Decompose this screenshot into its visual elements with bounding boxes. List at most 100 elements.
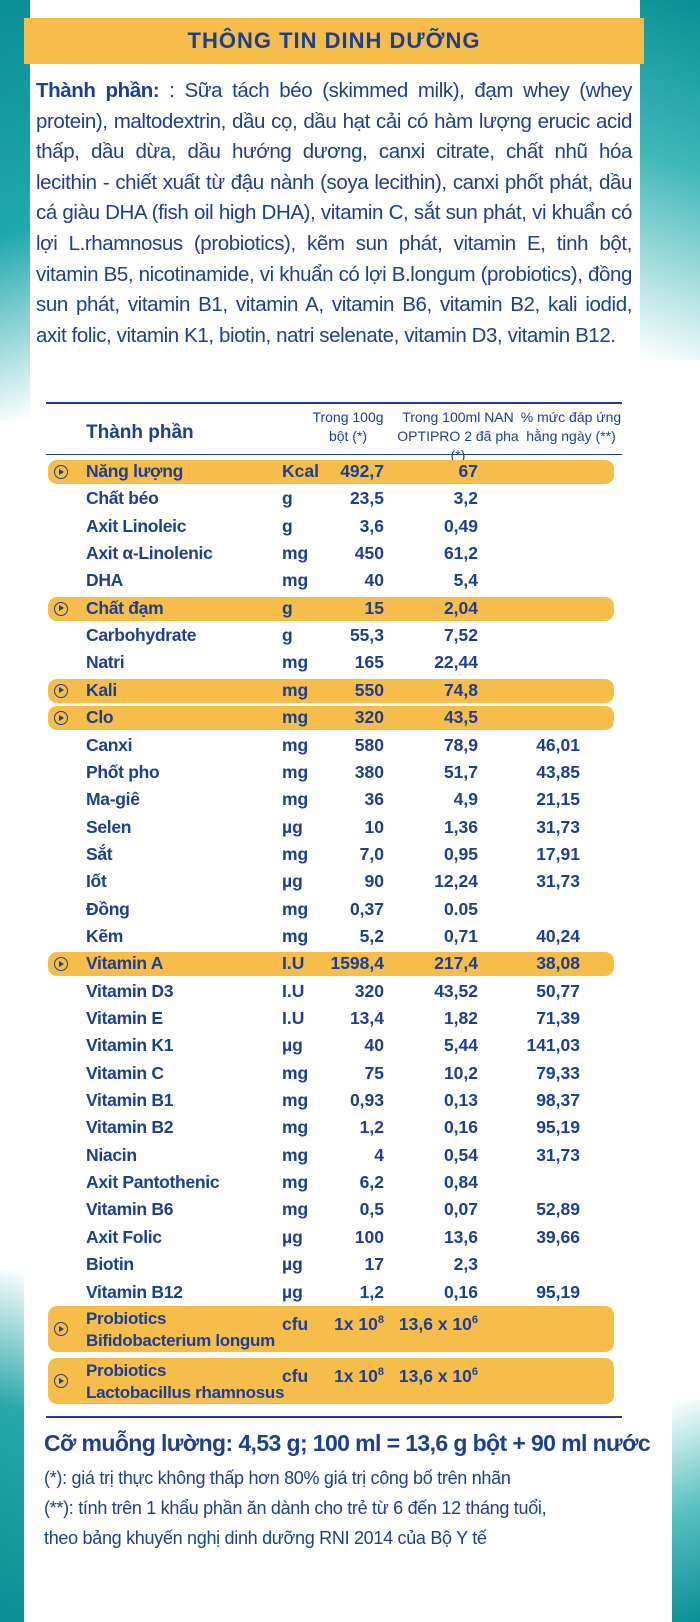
value-per-100ml: 0,49 (443, 515, 478, 536)
nutrient-name: Vitamin C (86, 1062, 164, 1083)
probiotic-row: Probiotics Lactobacillus rhamnosus cfu 1x 1… (48, 1358, 614, 1404)
table-row: DHA mg 40 5,4 (48, 569, 614, 593)
nutrient-name: Vitamin A (86, 953, 164, 974)
probiotic-unit: cfu (282, 1314, 309, 1334)
value-per-100g: 17 (364, 1254, 384, 1275)
nutrient-unit: mg (282, 1172, 309, 1193)
value-per-100ml: 0,16 (443, 1281, 478, 1302)
value-per-100ml: 4,9 (453, 789, 478, 810)
nutrient-name: DHA (86, 570, 124, 591)
nutrient-unit: I.U (282, 980, 305, 1001)
nutrient-unit: µg (282, 1226, 303, 1247)
value-daily-percent: 31,73 (536, 1144, 580, 1165)
probiotic-name-line1: Probiotics (86, 1309, 167, 1328)
value-per-100g: 1598,4 (330, 953, 384, 974)
table-row: Axit α-Linolenic mg 450 61,2 (48, 542, 614, 566)
nutrient-unit: mg (282, 652, 309, 673)
value-per-100g: 320 (354, 980, 384, 1001)
value-per-100g: 1,2 (359, 1117, 384, 1138)
teal-decor-right-top (640, 0, 700, 360)
nutrient-name: Iốt (86, 871, 107, 892)
header-col-per-100ml-line2: OPTIPRO 2 đã pha (*) (397, 428, 519, 463)
header-col-daily: % mức đáp ứng hằng ngày (**) (516, 408, 626, 446)
value-daily-percent: 21,15 (536, 789, 580, 810)
nutrient-unit: mg (282, 570, 309, 591)
value-daily-percent: 46,01 (536, 734, 580, 755)
value-daily-percent: 95,19 (536, 1117, 580, 1138)
value-per-100g: 1,2 (359, 1281, 384, 1302)
value-per-100ml: 5,44 (443, 1035, 478, 1056)
table-row: Vitamin A I.U 1598,4 217,4 38,08 (48, 952, 614, 977)
page-title: THÔNG TIN DINH DƯỠNG (24, 18, 644, 64)
nutrient-name: Niacin (86, 1144, 137, 1165)
header-col-daily-line2: hằng ngày (**) (526, 428, 616, 444)
probiotic-value-per-100g: 1x 108 (334, 1314, 384, 1335)
teal-decor-left-bottom (0, 1270, 24, 1622)
nutrient-unit: g (282, 515, 293, 536)
nutrient-name: Axit Folic (86, 1226, 162, 1247)
value-per-100ml: 61,2 (443, 543, 478, 564)
value-per-100g: 15 (364, 597, 384, 618)
nutrient-unit: mg (282, 1144, 309, 1165)
nutrient-name: Axit Pantothenic (86, 1172, 220, 1193)
probiotic-value-per-100g: 1x 108 (334, 1366, 384, 1387)
value-per-100g: 320 (354, 707, 384, 728)
value-per-100g: 40 (364, 570, 384, 591)
value-per-100ml: 12,24 (434, 871, 478, 892)
value-per-100g: 6,2 (359, 1172, 384, 1193)
nutrient-name: Ma-giê (86, 789, 140, 810)
table-row: Vitamin B12 µg 1,2 0,16 95,19 (48, 1281, 614, 1305)
value-per-100ml: 2,04 (443, 597, 478, 618)
table-row: Chất đạm g 15 2,04 (48, 596, 614, 621)
nutrient-name: Đồng (86, 898, 130, 919)
value-per-100ml: 1,36 (443, 816, 478, 837)
table-top-rule (46, 402, 622, 404)
nutrient-name: Clo (86, 707, 114, 728)
nutrient-name: Chất béo (86, 488, 159, 509)
nutrient-unit: mg (282, 1090, 309, 1111)
value-per-100g: 75 (364, 1062, 384, 1083)
value-per-100g: 0,5 (359, 1199, 384, 1220)
value-per-100ml: 22,44 (434, 652, 478, 673)
probiotic-value-per-100ml-exp: 6 (471, 1366, 478, 1378)
probiotic-name: Probiotics Bifidobacterium longum (86, 1308, 275, 1352)
table-row: Axit Folic µg 100 13,6 39,66 (48, 1226, 614, 1250)
value-per-100ml: 5,4 (453, 570, 478, 591)
value-per-100g: 380 (354, 761, 384, 782)
value-per-100ml: 1,82 (443, 1008, 478, 1028)
header-col-per-100g: Trong 100g bột (*) (300, 408, 396, 446)
value-daily-percent: 95,19 (536, 1281, 580, 1302)
nutrient-name: Chất đạm (86, 597, 164, 618)
value-per-100g: 0,93 (349, 1090, 384, 1111)
value-per-100g: 3,6 (359, 515, 384, 536)
table-row: Vitamin B2 mg 1,2 0,16 95,19 (48, 1116, 614, 1140)
nutrient-unit: I.U (282, 1008, 305, 1028)
table-row: Vitamin C mg 75 10,2 79,33 (48, 1062, 614, 1086)
nutrient-name: Kẽm (86, 925, 124, 946)
value-per-100ml: 0,16 (443, 1117, 478, 1138)
table-row: Phốt pho mg 380 51,7 43,85 (48, 761, 614, 785)
value-per-100ml: 13,6 (443, 1226, 478, 1247)
arrow-right-icon (54, 601, 68, 616)
table-row: Axit Pantothenic mg 6,2 0,84 (48, 1171, 614, 1195)
nutrient-unit: mg (282, 1117, 309, 1138)
header-name: Thành phần (86, 422, 194, 443)
probiotic-value-per-100ml: 13,6 x 106 (399, 1366, 478, 1387)
value-per-100ml: 78,9 (443, 734, 478, 755)
value-per-100ml: 7,52 (443, 625, 478, 646)
header-col-per-100g-line2: bột (*) (328, 428, 368, 444)
value-per-100g: 13,4 (349, 1008, 384, 1028)
nutrient-unit: mg (282, 679, 309, 700)
value-per-100ml: 43,52 (434, 980, 478, 1001)
value-daily-percent: 43,85 (536, 761, 580, 782)
table-row: Carbohydrate g 55,3 7,52 (48, 624, 614, 648)
value-per-100g: 10 (364, 816, 384, 837)
ingredients-text: : Sữa tách béo (skimmed milk), đạm whey … (36, 79, 632, 347)
nutrient-name: Biotin (86, 1254, 134, 1275)
value-per-100g: 23,5 (349, 488, 384, 509)
table-row: Vitamin B6 mg 0,5 0,07 52,89 (48, 1198, 614, 1222)
table-row: Vitamin E I.U 13,4 1,82 71,39 (48, 1007, 614, 1031)
nutrient-unit: mg (282, 898, 309, 919)
nutrient-unit: µg (282, 871, 303, 892)
arrow-right-icon (54, 711, 68, 726)
